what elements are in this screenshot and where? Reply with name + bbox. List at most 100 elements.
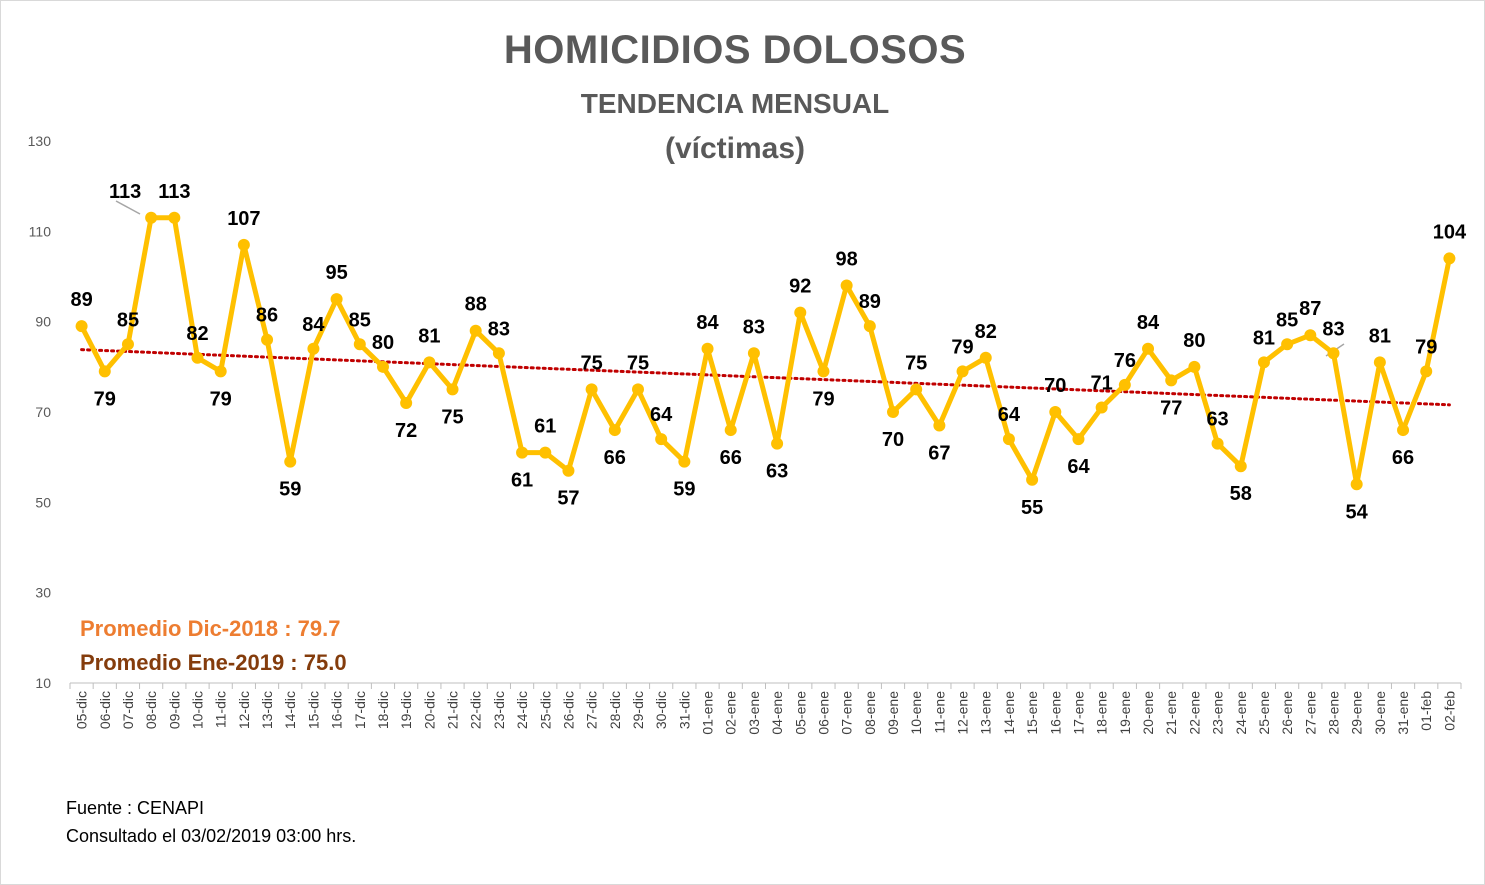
data-label: 64 (998, 404, 1021, 426)
x-tick-label: 12-dic (236, 691, 252, 729)
data-label: 85 (349, 309, 371, 331)
data-point (539, 446, 552, 459)
data-point (353, 338, 366, 351)
y-tick-label: 30 (35, 585, 51, 601)
x-tick-label: 30-ene (1372, 691, 1388, 735)
data-point (516, 446, 529, 459)
data-label: 79 (812, 388, 834, 410)
data-point (979, 351, 992, 364)
label-leader-line (115, 200, 141, 215)
data-point (655, 433, 668, 446)
data-label: 89 (70, 289, 92, 311)
data-label: 89 (859, 291, 881, 313)
chart-unit: (víctimas) (664, 132, 806, 165)
data-label: 72 (395, 420, 417, 442)
x-tick-label: 13-dic (259, 691, 275, 729)
x-tick-label: 18-dic (375, 691, 391, 729)
data-label: 82 (186, 323, 208, 345)
data-point (121, 338, 134, 351)
x-tick-label: 15-ene (1024, 691, 1040, 735)
data-label: 87 (1299, 298, 1321, 320)
data-label: 76 (1114, 350, 1136, 372)
x-tick-label: 31-ene (1395, 691, 1411, 735)
x-tick-label: 09-dic (166, 691, 182, 729)
x-tick-label: 28-dic (607, 691, 623, 729)
data-label: 98 (836, 249, 858, 271)
data-label: 59 (279, 479, 301, 501)
data-point (1281, 338, 1294, 351)
data-point (1188, 360, 1201, 373)
x-tick-label: 21-ene (1163, 691, 1179, 735)
data-label: 80 (1183, 330, 1205, 352)
data-point (771, 437, 784, 450)
data-label: 67 (928, 443, 950, 465)
data-point (1142, 342, 1155, 355)
data-label: 84 (302, 314, 325, 336)
data-point (469, 324, 482, 337)
data-point (1397, 424, 1410, 437)
x-tick-label: 24-ene (1233, 691, 1249, 735)
data-label: 79 (951, 336, 973, 358)
data-point (933, 419, 946, 432)
x-tick-label: 07-ene (839, 691, 855, 735)
data-point (1373, 356, 1386, 369)
data-point (423, 356, 436, 369)
data-point (492, 347, 505, 360)
x-tick-label: 05-dic (74, 691, 90, 729)
data-point (1350, 478, 1363, 491)
data-label: 88 (465, 294, 487, 316)
data-label: 61 (511, 470, 533, 492)
data-label: 84 (696, 312, 719, 334)
x-tick-label: 09-ene (885, 691, 901, 735)
x-tick-label: 20-ene (1140, 691, 1156, 735)
data-label: 92 (789, 276, 811, 298)
data-point (284, 455, 297, 468)
data-label: 66 (720, 447, 742, 469)
data-label: 113 (109, 181, 141, 203)
y-tick-label: 110 (29, 223, 52, 239)
x-tick-label: 19-ene (1117, 691, 1133, 735)
data-point (400, 396, 413, 409)
data-label: 83 (488, 318, 510, 340)
data-point (1026, 473, 1039, 486)
x-tick-label: 12-ene (955, 691, 971, 735)
data-point (1257, 356, 1270, 369)
data-label: 82 (975, 321, 997, 343)
x-tick-label: 20-dic (421, 691, 437, 729)
data-label: 64 (650, 404, 673, 426)
x-tick-label: 02-feb (1441, 691, 1457, 731)
data-point (1327, 347, 1340, 360)
x-tick-label: 22-dic (468, 691, 484, 729)
x-tick-label: 08-ene (862, 691, 878, 735)
data-label: 84 (1137, 312, 1160, 334)
data-point (307, 342, 320, 355)
data-point (585, 383, 598, 396)
x-tick-label: 10-ene (908, 691, 924, 735)
data-label: 59 (673, 479, 695, 501)
data-point (1118, 378, 1131, 391)
data-label: 79 (210, 388, 232, 410)
chart-title: HOMICIDIOS DOLOSOS (503, 28, 967, 72)
x-tick-label: 04-ene (769, 691, 785, 735)
data-label: 75 (581, 352, 603, 374)
data-label: 85 (117, 309, 139, 331)
x-tick-label: 07-dic (120, 691, 136, 729)
data-label: 61 (534, 416, 556, 438)
x-tick-label: 31-dic (676, 691, 692, 729)
data-label: 81 (418, 325, 440, 347)
x-tick-label: 18-ene (1094, 691, 1110, 735)
data-label: 83 (1322, 318, 1344, 340)
data-point (1420, 365, 1433, 378)
y-tick-label: 10 (35, 675, 51, 691)
y-tick-label: 50 (35, 494, 51, 510)
data-point (910, 383, 923, 396)
data-label: 63 (1206, 409, 1228, 431)
data-label: 79 (94, 388, 116, 410)
consulted-note: Consultado el 03/02/2019 03:00 hrs. (66, 826, 357, 846)
data-label: 85 (1276, 309, 1298, 331)
data-point (1002, 433, 1015, 446)
data-label: 75 (441, 406, 463, 428)
x-tick-label: 21-dic (445, 691, 461, 729)
x-tick-label: 24-dic (514, 691, 530, 729)
x-tick-label: 26-dic (560, 691, 576, 729)
